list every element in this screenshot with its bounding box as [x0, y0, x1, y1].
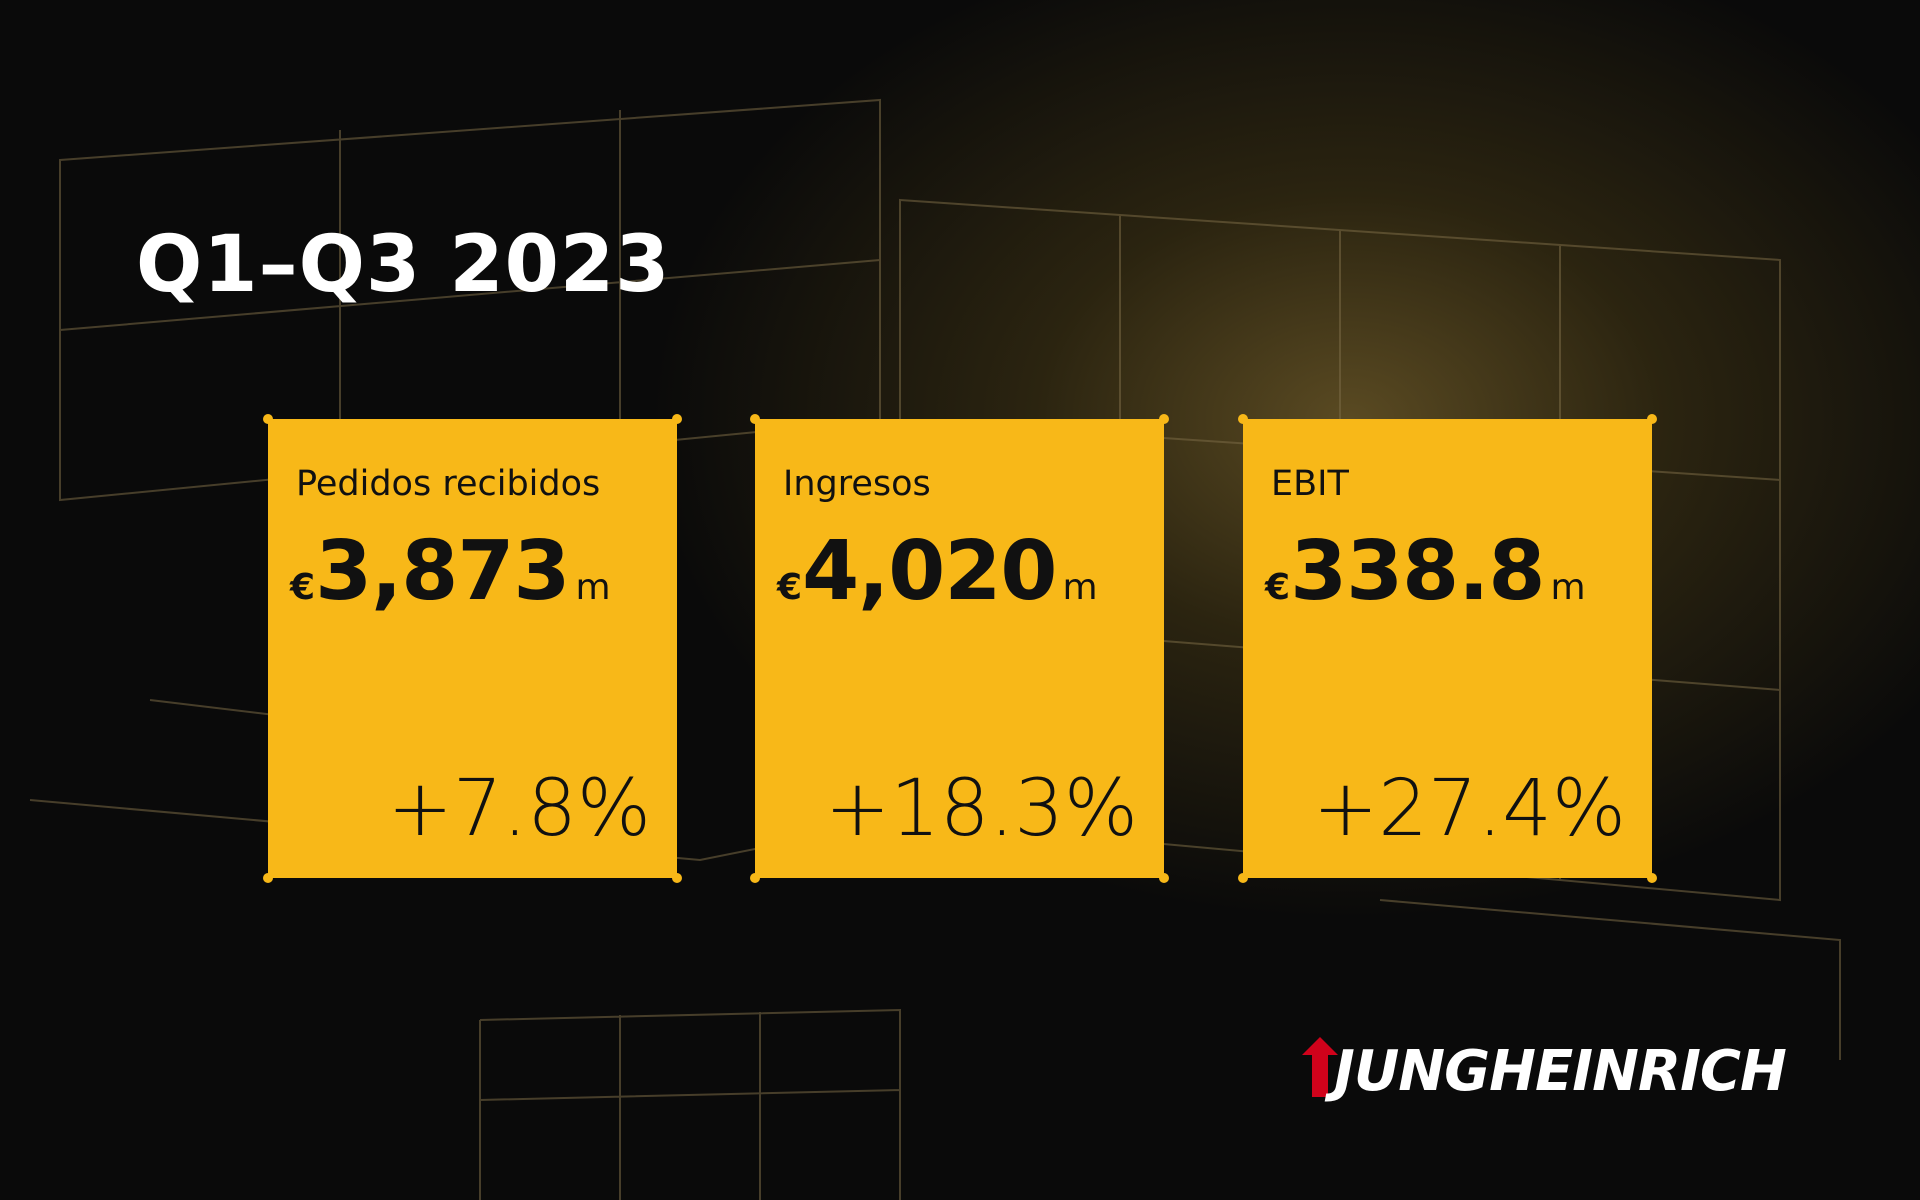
corner-dot — [1647, 414, 1657, 424]
kpi-currency: € — [290, 567, 316, 608]
corner-dot — [750, 414, 760, 424]
kpi-change: +18.3% — [824, 764, 1138, 854]
corner-dot — [263, 414, 273, 424]
kpi-amount: €3,873 m — [290, 524, 611, 619]
corner-dot — [1238, 414, 1248, 424]
corner-dot — [672, 414, 682, 424]
kpi-value: 338.8 — [1290, 524, 1545, 619]
kpi-unit: m — [1062, 567, 1098, 608]
kpi-label: Pedidos recibidos — [296, 464, 601, 504]
corner-dot — [263, 873, 273, 883]
title: Q1–Q3 2023 — [136, 220, 671, 310]
kpi-currency: € — [777, 567, 803, 608]
kpi-change: +27.4% — [1312, 764, 1626, 854]
kpi-amount: €4,020 m — [777, 524, 1098, 619]
logo: JUNGHEINRICH — [1300, 1035, 1790, 1105]
kpi-value: 3,873 — [315, 524, 570, 619]
kpi-unit: m — [575, 567, 611, 608]
corner-dot — [1238, 873, 1248, 883]
kpi-unit: m — [1550, 567, 1586, 608]
kpi-value: 4,020 — [802, 524, 1057, 619]
corner-dot — [672, 873, 682, 883]
kpi-card: Ingresos €4,020 m +18.3% — [750, 414, 1169, 883]
corner-dot — [1159, 873, 1169, 883]
kpi-card: EBIT €338.8 m +27.4% — [1238, 414, 1657, 883]
corner-dot — [1159, 414, 1169, 424]
corner-dot — [1647, 873, 1657, 883]
kpi-card: Pedidos recibidos €3,873 m +7.8% — [263, 414, 682, 883]
corner-dot — [750, 873, 760, 883]
kpi-currency: € — [1265, 567, 1291, 608]
kpi-label: EBIT — [1271, 464, 1349, 504]
kpi-amount: €338.8 m — [1265, 524, 1586, 619]
logo-text: JUNGHEINRICH — [1334, 1039, 1787, 1104]
kpi-change: +7.8% — [387, 764, 651, 854]
kpi-label: Ingresos — [783, 464, 931, 504]
logo-arrow — [1302, 1037, 1338, 1097]
